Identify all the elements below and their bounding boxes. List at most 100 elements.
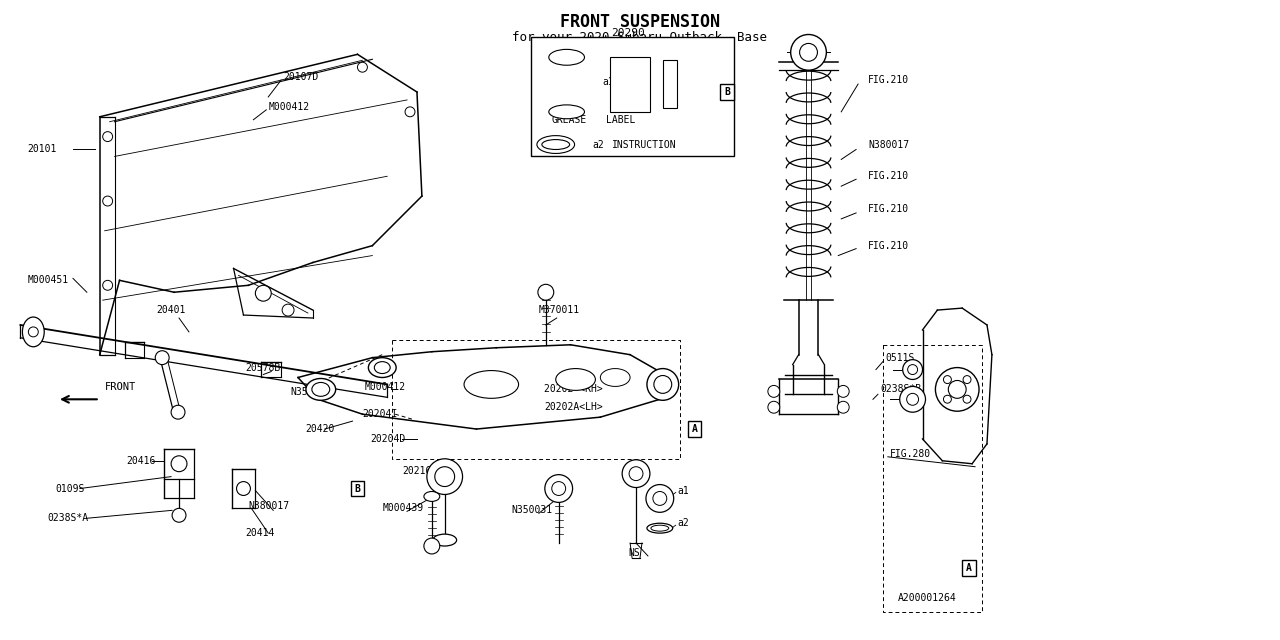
Text: FIG.210: FIG.210 — [868, 241, 909, 251]
Circle shape — [646, 369, 678, 400]
Ellipse shape — [652, 525, 668, 531]
Text: INSTRUCTION: INSTRUCTION — [612, 140, 677, 150]
Text: M000412: M000412 — [365, 383, 406, 392]
Text: M370011: M370011 — [539, 305, 580, 315]
Text: FRONT: FRONT — [105, 383, 136, 392]
Circle shape — [404, 107, 415, 116]
Ellipse shape — [374, 362, 390, 374]
Circle shape — [628, 467, 643, 481]
Circle shape — [768, 401, 780, 413]
Text: M000451: M000451 — [27, 275, 69, 285]
Text: B: B — [724, 87, 730, 97]
Text: 20420: 20420 — [305, 424, 334, 434]
Text: a2: a2 — [593, 140, 604, 150]
Text: 20578B: 20578B — [246, 363, 280, 372]
Bar — [663, 60, 677, 108]
Circle shape — [791, 35, 827, 70]
Circle shape — [963, 376, 972, 383]
Circle shape — [900, 387, 925, 412]
Text: M000439: M000439 — [383, 503, 424, 513]
Text: 20204I: 20204I — [362, 409, 398, 419]
Text: 20204D: 20204D — [370, 434, 406, 444]
Bar — [721, 84, 735, 100]
Text: B: B — [355, 484, 361, 493]
Circle shape — [172, 456, 187, 472]
Text: M000412: M000412 — [269, 102, 310, 112]
Bar — [531, 38, 735, 156]
Text: 20101: 20101 — [27, 145, 56, 154]
Circle shape — [237, 481, 251, 495]
Text: LABEL: LABEL — [607, 115, 636, 125]
Circle shape — [768, 385, 780, 397]
Circle shape — [435, 467, 454, 486]
Text: 20216: 20216 — [402, 466, 431, 476]
Text: A: A — [691, 424, 698, 434]
Circle shape — [902, 360, 923, 380]
Text: for your 2020 Subaru Outback  Base: for your 2020 Subaru Outback Base — [512, 31, 768, 44]
Bar — [611, 58, 650, 112]
Circle shape — [646, 484, 673, 512]
Text: 20202 <RH>: 20202 <RH> — [544, 385, 603, 394]
Text: GREASE: GREASE — [552, 115, 588, 125]
Circle shape — [155, 351, 169, 365]
Text: A: A — [966, 563, 972, 573]
Circle shape — [948, 380, 966, 398]
Circle shape — [545, 475, 572, 502]
Circle shape — [552, 481, 566, 495]
Ellipse shape — [23, 317, 45, 347]
Text: a1: a1 — [603, 77, 614, 87]
Circle shape — [102, 132, 113, 141]
Circle shape — [538, 284, 554, 300]
Ellipse shape — [433, 534, 457, 546]
Ellipse shape — [465, 371, 518, 398]
Text: N380017: N380017 — [868, 140, 909, 150]
Text: 0238S*A: 0238S*A — [47, 513, 88, 524]
Circle shape — [936, 367, 979, 412]
Circle shape — [908, 365, 918, 374]
Text: N350030: N350030 — [291, 387, 332, 397]
Text: N380017: N380017 — [248, 501, 289, 511]
Ellipse shape — [600, 369, 630, 387]
Circle shape — [837, 385, 849, 397]
Ellipse shape — [549, 49, 585, 65]
Text: 20202A<LH>: 20202A<LH> — [544, 402, 603, 412]
Ellipse shape — [556, 369, 595, 390]
Text: NS: NS — [628, 548, 640, 558]
Circle shape — [256, 285, 271, 301]
Ellipse shape — [536, 136, 575, 154]
Bar — [687, 421, 701, 437]
Ellipse shape — [541, 140, 570, 150]
Bar — [351, 481, 365, 497]
Text: a1: a1 — [677, 486, 690, 495]
Bar — [963, 560, 977, 576]
Text: FIG.210: FIG.210 — [868, 172, 909, 181]
Circle shape — [837, 401, 849, 413]
Circle shape — [943, 396, 951, 403]
Circle shape — [654, 376, 672, 394]
Text: 20416: 20416 — [127, 456, 156, 466]
Text: 0511S: 0511S — [886, 353, 915, 363]
Ellipse shape — [312, 383, 330, 396]
Ellipse shape — [369, 358, 396, 378]
Circle shape — [357, 62, 367, 72]
Circle shape — [906, 394, 919, 405]
Text: N350031: N350031 — [511, 506, 552, 515]
Ellipse shape — [424, 492, 440, 501]
Circle shape — [28, 327, 38, 337]
Ellipse shape — [306, 378, 335, 400]
Circle shape — [424, 538, 440, 554]
Text: 20107D: 20107D — [283, 72, 319, 82]
Ellipse shape — [549, 105, 585, 119]
Text: 20290: 20290 — [612, 28, 645, 38]
Circle shape — [282, 304, 294, 316]
Text: FIG.210: FIG.210 — [868, 75, 909, 85]
Text: a2: a2 — [677, 518, 690, 528]
Text: FIG.280: FIG.280 — [890, 449, 931, 459]
Circle shape — [943, 376, 951, 383]
Text: A200001264: A200001264 — [897, 593, 956, 603]
Circle shape — [800, 44, 818, 61]
Text: 20414: 20414 — [246, 528, 275, 538]
Circle shape — [172, 405, 186, 419]
Text: 0109S: 0109S — [55, 484, 84, 493]
Text: FIG.210: FIG.210 — [868, 204, 909, 214]
